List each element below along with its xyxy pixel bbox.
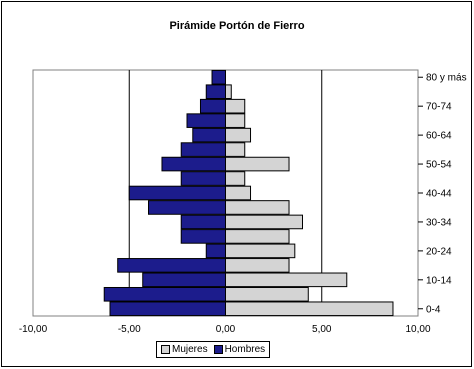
bar-hombres-35-39 (148, 200, 226, 215)
bar-hombres-50-54 (161, 156, 227, 172)
legend-item-hombres: Hombres (213, 344, 266, 355)
bar-hombres-70-74 (199, 98, 227, 114)
y-tick-label-40-44: 40-44 (426, 189, 452, 200)
bar-hombres-45-49 (180, 171, 227, 186)
y-tick-label-70-74: 70-74 (426, 102, 452, 113)
legend-swatch-mujeres (161, 345, 170, 354)
legend-label-mujeres: Mujeres (172, 344, 208, 355)
bar-mujeres-50-54 (225, 156, 290, 172)
y-tick-label-20-24: 20-24 (426, 246, 452, 257)
bar-hombres-60-64 (192, 127, 226, 143)
bar-mujeres-70-74 (225, 98, 246, 114)
y-tick-label-80-y-m-s: 80 y más (426, 73, 467, 84)
x-tick-label-5: 5,00 (312, 324, 332, 335)
bar-hombres-75-79 (205, 84, 226, 100)
y-tick-label-60-64: 60-64 (426, 131, 452, 142)
x-tick-label-10: 10,00 (405, 324, 430, 335)
y-axis-ticks: 0-4 10-14 20-24 30-34 40-44 50-54 60-64 70-74 80… (418, 73, 467, 315)
bar-mujeres-45-49 (225, 171, 246, 186)
bar-mujeres-55-59 (225, 142, 246, 157)
legend-label-hombres: Hombres (224, 344, 266, 355)
bar-mujeres-25-29 (225, 229, 290, 244)
bar-mujeres-20-24 (225, 243, 296, 259)
bar-mujeres-0-4 (225, 301, 394, 317)
bar-hombres-80-y-m-s (211, 69, 226, 85)
x-tick-label-10: -10,00 (19, 324, 48, 335)
y-tick-label-30-34: 30-34 (426, 217, 452, 228)
bar-hombres-10-14 (142, 272, 227, 288)
bar-mujeres-35-39 (225, 200, 290, 215)
y-tick-label-10-14: 10-14 (426, 275, 452, 286)
bars (103, 69, 394, 317)
x-tick-label-5: -5,00 (118, 324, 141, 335)
bar-hombres-5-9 (103, 286, 226, 302)
bar-hombres-15-19 (117, 258, 226, 273)
bar-hombres-25-29 (180, 229, 227, 244)
bar-mujeres-40-44 (225, 185, 252, 201)
bar-hombres-0-4 (109, 301, 226, 317)
bar-mujeres-10-14 (225, 272, 348, 288)
legend-swatch-hombres (213, 345, 223, 354)
bar-mujeres-30-34 (225, 214, 303, 230)
bar-hombres-40-44 (128, 185, 226, 201)
bar-hombres-20-24 (205, 243, 226, 259)
bar-hombres-30-34 (180, 214, 227, 230)
chart-title: Pirámide Portón de Fierro (169, 20, 305, 32)
bar-mujeres-5-9 (225, 286, 309, 302)
y-tick-label-0-4: 0-4 (426, 304, 441, 315)
bar-mujeres-60-64 (225, 127, 252, 143)
x-tick-label-0: 0,00 (216, 324, 236, 335)
x-axis-ticks: -10,00 -5,00 0,00 5,00 10,00 (19, 324, 431, 335)
bar-hombres-65-69 (186, 113, 226, 128)
legend-item-mujeres: Mujeres (161, 344, 208, 355)
y-tick-label-50-54: 50-54 (426, 160, 452, 171)
bar-mujeres-75-79 (225, 84, 232, 100)
bar-hombres-55-59 (180, 142, 227, 157)
legend: Mujeres Hombres (156, 341, 271, 358)
bar-mujeres-65-69 (225, 113, 246, 128)
bar-mujeres-15-19 (225, 258, 290, 273)
